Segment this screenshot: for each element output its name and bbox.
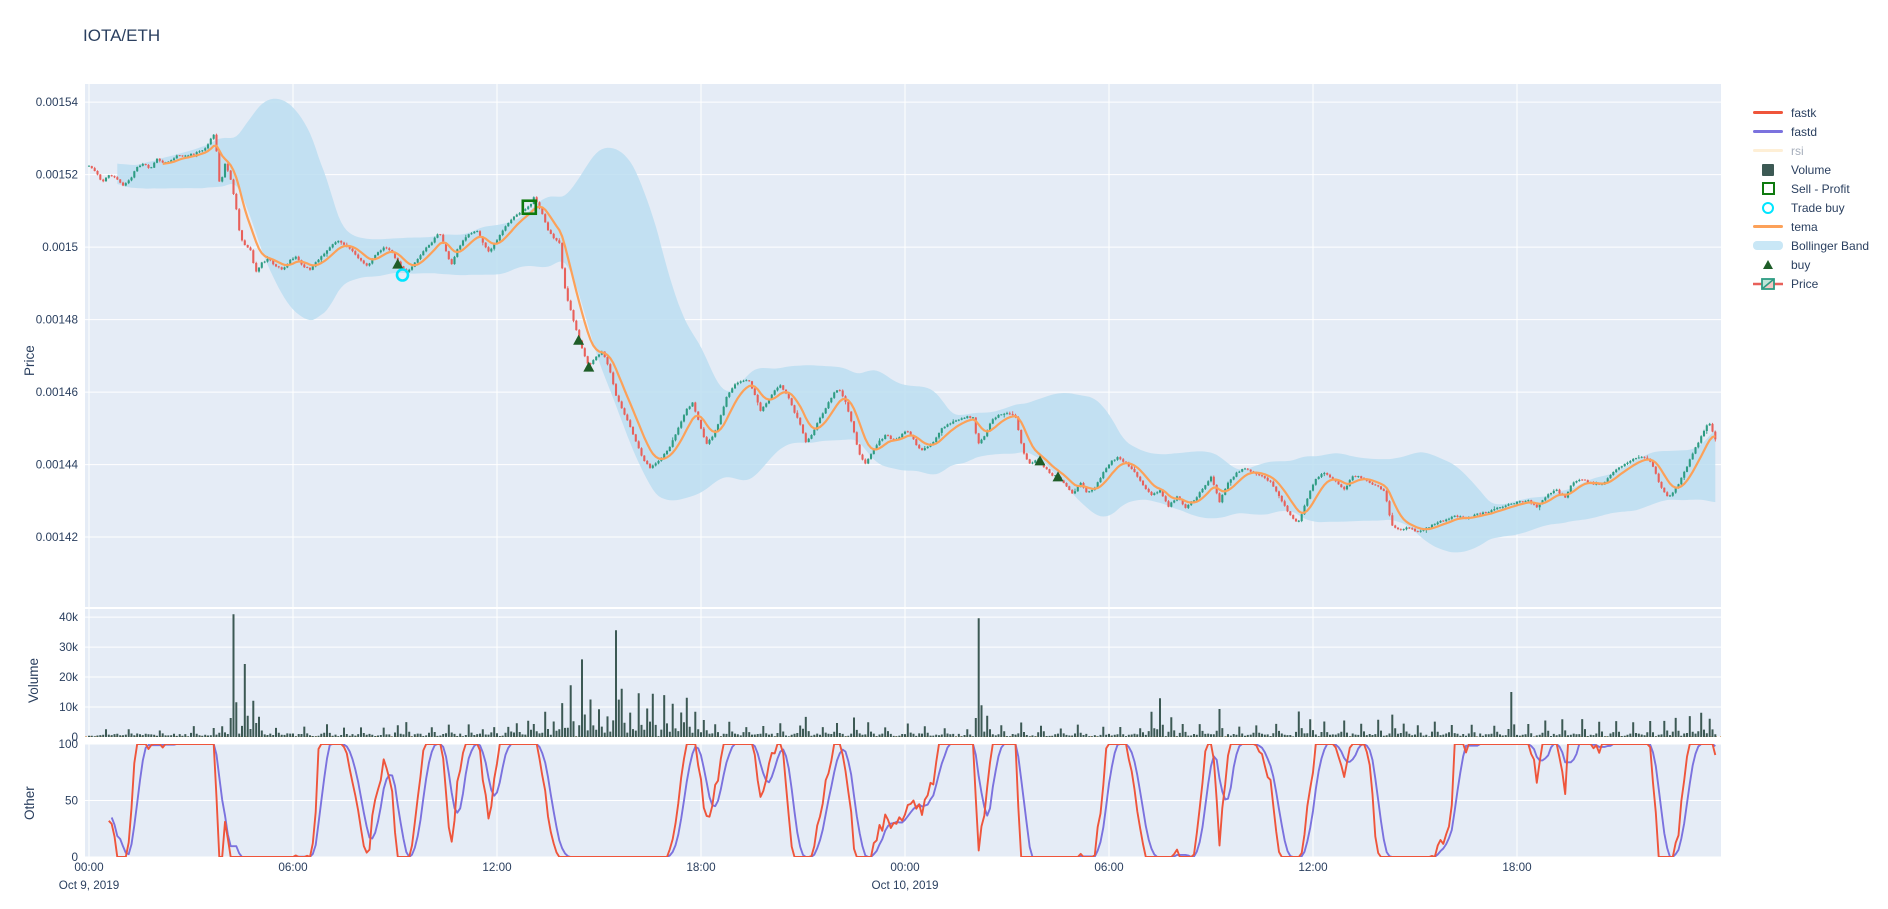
svg-text:Oct 10, 2019: Oct 10, 2019 [872, 879, 939, 892]
legend-swatch-volume-icon [1753, 163, 1783, 176]
fastd-line [110, 744, 1716, 857]
legend-item-trade-buy[interactable]: Trade buy [1753, 198, 1869, 217]
chart-title: IOTA/ETH [83, 26, 161, 45]
buy-marker [583, 361, 595, 372]
svg-text:0.00154: 0.00154 [36, 96, 79, 109]
legend-label: tema [1791, 219, 1818, 234]
tema-line [162, 144, 1716, 531]
svg-text:30k: 30k [59, 641, 78, 654]
legend-item-rsi[interactable]: rsi [1753, 141, 1869, 160]
svg-text:06:00: 06:00 [278, 861, 308, 874]
legend-label: fastk [1791, 105, 1817, 120]
legend-swatch-fastd-icon [1753, 130, 1783, 133]
svg-text:00:00: 00:00 [890, 861, 920, 874]
svg-text:18:00: 18:00 [686, 861, 716, 874]
axis-tick-labels: 0.00154 0.00152 0.0015 0.00148 0.00146 0.0014… [36, 96, 1532, 892]
legend-label: fastd [1791, 124, 1818, 139]
svg-text:40k: 40k [59, 611, 78, 624]
legend-item-volume[interactable]: Volume [1753, 160, 1869, 179]
svg-text:10k: 10k [59, 701, 78, 714]
bollinger-band [117, 98, 1716, 553]
svg-text:20k: 20k [59, 671, 78, 684]
legend-label: Trade buy [1791, 200, 1845, 215]
legend-item-fastk[interactable]: fastk [1753, 103, 1869, 122]
svg-text:0.00146: 0.00146 [36, 386, 78, 399]
svg-text:Oct 9, 2019: Oct 9, 2019 [59, 879, 119, 892]
svg-text:0.00144: 0.00144 [36, 459, 79, 472]
legend-item-fastd[interactable]: fastd [1753, 122, 1869, 141]
trade-buy-marker [395, 268, 410, 282]
legend-item-buy[interactable]: buy [1753, 255, 1869, 274]
svg-text:0.00142: 0.00142 [36, 531, 78, 544]
legend-label: buy [1791, 257, 1811, 272]
legend-item-tema[interactable]: tema [1753, 217, 1869, 236]
oscillator-layer [108, 744, 1717, 857]
legend-swatch-trade-buy-icon [1753, 201, 1783, 214]
svg-text:18:00: 18:00 [1502, 861, 1532, 874]
legend-item-bollinger[interactable]: Bollinger Band [1753, 236, 1869, 255]
buy-marker [573, 334, 585, 345]
legend-swatch-bollinger-icon [1753, 241, 1783, 250]
legend-label: Price [1791, 276, 1819, 291]
svg-text:12:00: 12:00 [1298, 861, 1328, 874]
other-axis-title: Other [22, 786, 37, 820]
legend-swatch-sell-profit-icon [1753, 182, 1783, 195]
legend: fastk fastd rsi Volume Sell - Profit Trade bu… [1753, 103, 1869, 293]
buy-marker [392, 258, 404, 269]
legend-item-sell-profit[interactable]: Sell - Profit [1753, 179, 1869, 198]
volume-axis-title: Volume [26, 657, 41, 703]
price-axis-title: Price [22, 345, 37, 376]
svg-text:0.00148: 0.00148 [36, 314, 78, 327]
svg-text:0.0015: 0.0015 [42, 241, 78, 254]
legend-label: Sell - Profit [1791, 181, 1850, 196]
svg-text:06:00: 06:00 [1094, 861, 1124, 874]
svg-text:12:00: 12:00 [482, 861, 512, 874]
svg-text:0: 0 [71, 731, 78, 744]
legend-swatch-buy-icon [1753, 260, 1783, 269]
legend-label: Bollinger Band [1791, 238, 1870, 253]
legend-item-price[interactable]: Price [1753, 274, 1869, 293]
legend-swatch-price-icon [1753, 276, 1783, 292]
trade-markers [392, 199, 1064, 482]
legend-label: Volume [1791, 162, 1832, 177]
svg-text:00:00: 00:00 [74, 861, 104, 874]
buy-marker [1034, 455, 1046, 466]
legend-swatch-rsi-icon [1753, 149, 1783, 152]
svg-text:100: 100 [58, 738, 78, 751]
svg-text:0.00152: 0.00152 [36, 169, 78, 182]
legend-swatch-tema-icon [1753, 225, 1783, 228]
legend-swatch-fastk-icon [1753, 111, 1783, 114]
svg-text:50: 50 [65, 795, 79, 808]
fastk-line [108, 744, 1717, 857]
legend-label: rsi [1791, 143, 1804, 158]
sell-profit-marker [521, 199, 538, 216]
svg-text:0: 0 [71, 851, 78, 864]
volume-bars [88, 614, 1717, 737]
panel-background [85, 609, 1721, 737]
buy-marker [1052, 471, 1064, 482]
